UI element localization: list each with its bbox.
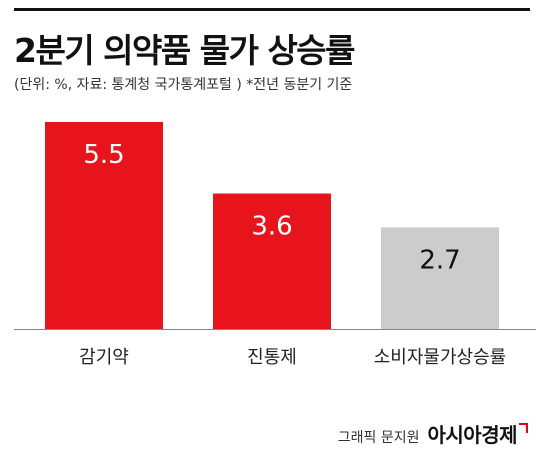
- brand-mark-icon: [519, 423, 528, 433]
- bar-3: [381, 227, 499, 329]
- chart-subtitle: (단위: %, 자료: 통계청 국가통계포털 ) *전년 동분기 기준: [14, 77, 353, 93]
- category-label-2: 진통제: [247, 347, 297, 368]
- graphic-credit: 그래픽 문지원: [337, 430, 420, 446]
- bar-value-label-3: 2.7: [419, 245, 460, 275]
- credit-line: 그래픽 문지원 아시아경제: [338, 419, 528, 448]
- bar-value-label-2: 3.6: [251, 212, 292, 242]
- brand-logo: 아시아경제: [427, 423, 518, 447]
- bar-1: [45, 122, 163, 329]
- top-rule: [14, 8, 530, 11]
- bar-value-label-1: 5.5: [83, 140, 124, 170]
- chart-title: 2분기 의약품 물가 상승률: [14, 31, 356, 70]
- category-label-1: 감기약: [79, 347, 129, 368]
- category-label-3: 소비자물가상승률: [374, 347, 506, 368]
- bar-2: [213, 193, 331, 329]
